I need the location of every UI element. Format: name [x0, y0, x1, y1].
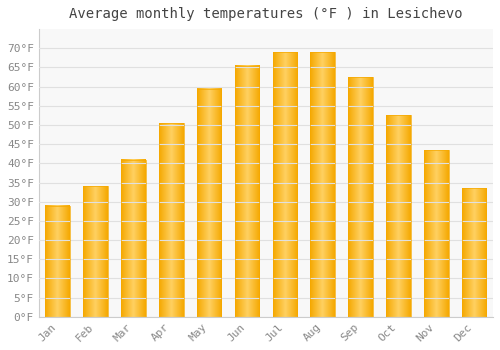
- Bar: [424, 150, 448, 317]
- Bar: [234, 65, 260, 317]
- Bar: [462, 188, 486, 317]
- Bar: [159, 123, 184, 317]
- Bar: [310, 52, 335, 317]
- Bar: [386, 116, 410, 317]
- Bar: [121, 160, 146, 317]
- Bar: [46, 205, 70, 317]
- Bar: [272, 52, 297, 317]
- Title: Average monthly temperatures (°F ) in Lesichevo: Average monthly temperatures (°F ) in Le…: [69, 7, 462, 21]
- Bar: [348, 77, 373, 317]
- Bar: [197, 89, 222, 317]
- Bar: [84, 186, 108, 317]
